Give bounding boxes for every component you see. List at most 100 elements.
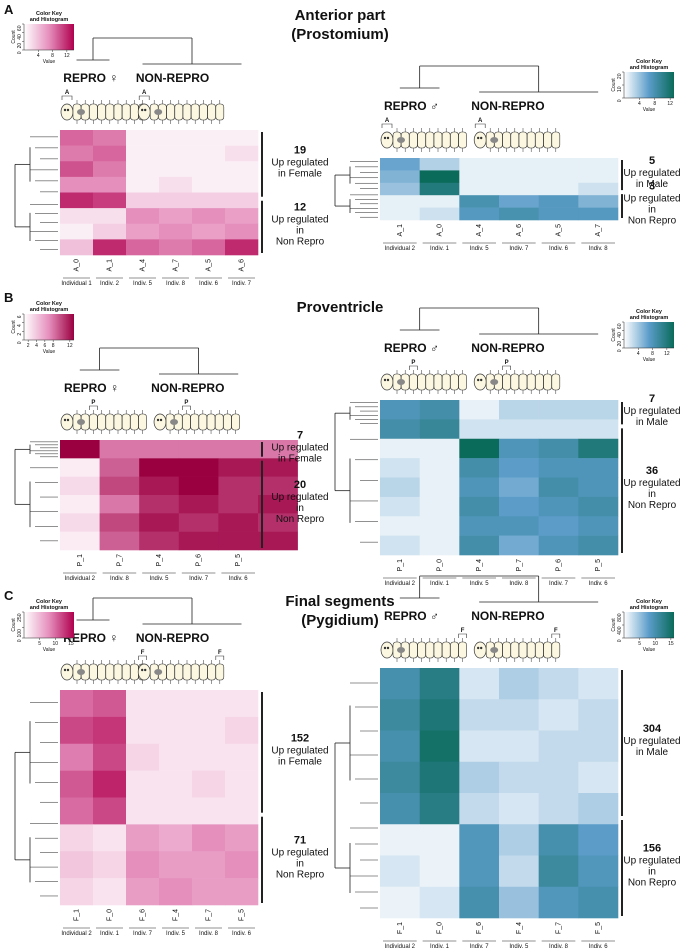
heatmap-cell [139, 495, 180, 514]
key-x-label: Value [43, 647, 56, 653]
heatmap-cell [225, 770, 259, 798]
worm-eye [141, 668, 144, 672]
heatmap-cell [419, 793, 460, 825]
heatmap-cell [218, 531, 259, 551]
heatmap-cell [192, 223, 226, 240]
region-bracket [458, 633, 467, 638]
heatmap-cell [126, 690, 160, 718]
key-y-label: Count [611, 78, 617, 92]
worm-segment [458, 373, 467, 391]
worm-segment [105, 663, 115, 681]
region-label: P [91, 400, 95, 406]
heatmap-cell [178, 458, 219, 477]
heatmap-cell [60, 440, 100, 459]
heatmap-cell [225, 192, 259, 209]
key-x-tick-label: 5 [38, 641, 41, 647]
worm-organ [154, 109, 163, 115]
heatmap-cell [192, 851, 226, 879]
heatmap-cell [419, 477, 460, 498]
key-y-tick-label: 20 [617, 73, 623, 79]
heatmap-cell [380, 535, 420, 556]
heatmap-cell [178, 531, 219, 551]
heatmap-cell [225, 223, 259, 240]
repro-label: REPRO ♀ [63, 71, 118, 85]
region-label: P [505, 360, 509, 366]
individual-label: Indiv. 6 [232, 931, 252, 937]
heatmap-cell [225, 743, 259, 771]
region-bracket [215, 655, 225, 660]
heatmap-cell [225, 130, 259, 146]
individual-label: Individual 2 [385, 944, 416, 950]
count-text: in Female [278, 756, 322, 767]
worm-segment [97, 103, 106, 121]
worm-segment [206, 413, 216, 431]
count-number: 152 [291, 732, 309, 744]
heatmap-cell [380, 419, 420, 440]
worm-eye [480, 646, 483, 650]
heatmap-cell [258, 495, 298, 514]
key-y-tick-label: 60 [617, 323, 623, 329]
heatmap-cell [459, 886, 500, 919]
worm-icon: F [473, 628, 561, 662]
heatmap-cell [419, 668, 460, 700]
heatmap-cell [60, 192, 94, 209]
heatmap-cell [459, 170, 500, 184]
worm-segment [409, 131, 418, 149]
heatmap-cell [178, 476, 219, 496]
heatmap-cell [93, 690, 127, 718]
heatmap-cell [99, 495, 140, 514]
key-title: and Histogram [30, 17, 69, 23]
worm-icon: F [137, 650, 225, 684]
individual-label: Individual 2 [385, 581, 416, 587]
region-bracket [89, 405, 98, 410]
heatmap-cell [538, 195, 579, 208]
region-bracket [138, 95, 150, 100]
key-y-label: Count [611, 618, 617, 632]
worm-segment [417, 641, 426, 659]
heatmap-cell [380, 182, 420, 196]
heatmap-cell [578, 535, 619, 556]
heatmap-cell [225, 176, 259, 193]
worm-head [137, 663, 151, 681]
worm-organ [154, 669, 163, 675]
heatmap-cell [538, 699, 579, 731]
count-text: Up regulated [623, 406, 680, 417]
column-label: F_0 [437, 922, 444, 934]
heatmap-cell [159, 878, 193, 906]
worm-eye [383, 136, 387, 140]
heatmap-cell [60, 878, 94, 906]
key-title: and Histogram [30, 605, 69, 611]
heatmap-cell [499, 855, 539, 888]
heatmap-cell [419, 207, 460, 221]
heatmap-cell [93, 770, 127, 798]
key-x-tick-label: 4 [35, 343, 38, 349]
heatmap-cell [419, 458, 460, 478]
heatmap-cell [192, 192, 226, 209]
heatmap-cell [93, 851, 127, 879]
worm-segment [417, 373, 426, 391]
key-x-tick-label: 8 [653, 101, 656, 107]
heatmap-cell [578, 477, 619, 498]
count-text: in [648, 205, 656, 216]
heatmap-cell [380, 458, 420, 478]
heatmap-cell [192, 145, 226, 162]
heatmap-cell [380, 207, 420, 221]
region-bracket [138, 655, 147, 660]
heatmap-cell [578, 419, 619, 440]
heatmap-cell [459, 535, 500, 556]
heatmap-cell [538, 458, 579, 478]
heatmap-cell [218, 476, 259, 496]
worm-segment [433, 373, 443, 391]
worm-eye [66, 108, 70, 112]
heatmap-cell [459, 207, 500, 221]
heatmap-cell [419, 824, 460, 856]
heatmap-cell [225, 145, 259, 162]
count-text: in [296, 225, 304, 236]
worm-organ [397, 379, 405, 385]
heatmap-cell [60, 239, 94, 256]
heatmap-cell [126, 145, 160, 162]
heatmap-cell [178, 440, 219, 459]
nonrepro-label: NON-REPRO [136, 71, 209, 85]
heatmap-cell [93, 176, 127, 193]
heatmap-cell [93, 743, 127, 771]
